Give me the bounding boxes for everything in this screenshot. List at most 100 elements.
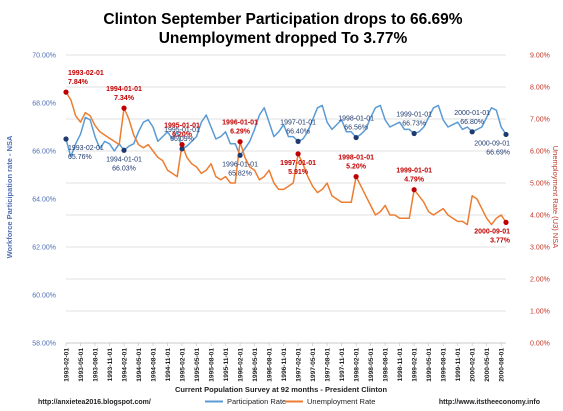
x-tick-label: 1999-11-01 (455, 348, 462, 382)
annotation-date-label: 1996-01-01 (222, 120, 258, 127)
x-tick-label: 1999-08-01 (440, 348, 447, 382)
annotation-value-label: 6.20% (172, 132, 193, 139)
x-tick-label: 1995-02-01 (179, 348, 186, 382)
x-tick-label: 1997-08-01 (324, 348, 331, 382)
data-marker (353, 174, 359, 180)
x-tick-label: 1993-02-01 (63, 348, 70, 382)
legend-label-unemployment-rate: Unemployment Rate (307, 397, 375, 406)
annotation-date-label: 2000-01-01 (454, 110, 490, 117)
x-tick-label: 1994-11-01 (165, 348, 172, 382)
x-tick-label: 1997-05-01 (310, 348, 317, 382)
annotation-value-label: 5.91% (288, 169, 309, 176)
annotation-value-label: 66.73% (402, 120, 426, 127)
annotation-date-label: 1999-01-01 (396, 168, 432, 175)
y-right-tick-label: 0.00% (530, 341, 550, 348)
annotation-date-label: 1993-02-01 (68, 145, 104, 152)
footer-left-url: http://anxietea2016.blogspot.com/ (38, 399, 151, 406)
annotation-value-label: 6.29% (230, 129, 251, 136)
data-marker (179, 146, 185, 152)
annotation-date-label: 1996-01-01 (222, 161, 258, 168)
y-axis-right-title: Unemployment Rate (U3) NSA (551, 146, 560, 249)
annotation-date-label: 2000-09-01 (474, 228, 510, 235)
x-tick-label: 1997-02-01 (295, 348, 302, 382)
x-tick-label: 1996-11-01 (281, 348, 288, 382)
legend: Participation Rate Unemployment Rate (205, 397, 375, 406)
x-tick-label: 1998-02-01 (353, 348, 360, 382)
x-axis-title: Current Population Survey at 92 months -… (175, 385, 388, 394)
annotation-value-label: 66.80% (460, 119, 484, 126)
annotation-date-label: 1997-01-01 (280, 119, 316, 126)
y-left-tick-label: 64.00% (32, 197, 56, 204)
annotation-value-label: 66.40% (286, 128, 310, 135)
data-marker (237, 139, 243, 145)
annotation-value-label: 66.09% (170, 136, 194, 143)
x-tick-label: 1996-02-01 (237, 348, 244, 382)
x-tick-label: 1996-05-01 (252, 348, 259, 382)
y-right-tick-label: 7.00% (530, 117, 550, 124)
x-tick-label: 1999-02-01 (411, 348, 418, 382)
y-left-tick-label: 66.00% (32, 149, 56, 156)
x-tick-label: 1999-05-01 (426, 348, 433, 382)
data-marker (411, 187, 417, 193)
y-right-tick-label: 2.00% (530, 277, 550, 284)
data-marker (411, 130, 417, 137)
x-tick-label: 1993-11-01 (107, 348, 114, 382)
x-tick-label: 1994-05-01 (136, 348, 143, 382)
data-marker (63, 89, 69, 95)
y-left-tick-label: 60.00% (32, 293, 56, 300)
annotation-value-label: 66.56% (344, 125, 368, 132)
annotation-value-label: 7.34% (114, 95, 135, 102)
x-tick-label: 2000-08-01 (498, 348, 505, 382)
series-lines (65, 91, 507, 226)
y-left-tick-label: 62.00% (32, 245, 56, 252)
y-left-tick-label: 68.00% (32, 101, 56, 108)
annotation-date-label: 1993-02-01 (68, 70, 104, 77)
series-line-participation-rate (65, 104, 507, 158)
data-marker (503, 219, 509, 225)
x-tick-label: 1995-08-01 (208, 348, 215, 382)
y-right-tick-label: 5.00% (530, 181, 550, 188)
annotation-date-label: 1998-01-01 (338, 155, 374, 162)
annotation-date-label: 1994-01-01 (106, 156, 142, 163)
y-left-tick-label: 58.00% (32, 341, 56, 348)
annotation-value-label: 7.84% (68, 79, 89, 86)
x-tick-label: 1998-08-01 (382, 348, 389, 382)
data-marker (179, 142, 185, 148)
annotation-date-label: 1994-01-01 (106, 86, 142, 93)
annotation-value-label: 66.69% (486, 149, 510, 156)
annotation-date-label: 1999-01-01 (396, 111, 432, 118)
annotation-value-label: 3.77% (490, 237, 511, 244)
chart-text: Clinton September Participation drops to… (5, 11, 560, 406)
data-marker (237, 152, 243, 158)
data-marker (353, 134, 359, 141)
y-right-tick-label: 9.00% (530, 53, 550, 60)
x-tick-label: 1995-05-01 (194, 348, 201, 382)
data-marker (469, 129, 475, 135)
data-marker (295, 151, 301, 157)
annotation-date-label: 1995-01-01 (164, 127, 200, 134)
annotation-value-label: 5.20% (346, 164, 367, 171)
x-tick-label: 1997-11-01 (339, 348, 346, 382)
y-right-tick-label: 1.00% (530, 309, 550, 316)
x-tick-label: 2000-05-01 (484, 348, 491, 382)
axes: 58.00% 60.00% 62.00% 64.00% 66.00% 68.00% 70.0… (32, 53, 550, 382)
annotation-date-label: 2000-09-01 (474, 140, 510, 147)
annotation-date-label: 1997-01-01 (280, 160, 316, 167)
x-tick-label: 1996-08-01 (266, 348, 273, 382)
chart-title-line-2: Unemployment dropped To 3.77% (159, 30, 408, 47)
legend-label-participation-rate: Participation Rate (227, 397, 286, 406)
x-tick-label: 1993-08-01 (92, 348, 99, 382)
y-axis-left-title: Workforce Participation rate - NSA (5, 135, 14, 258)
y-right-tick-label: 3.00% (530, 245, 550, 252)
x-tick-label: 1998-11-01 (397, 348, 404, 382)
x-tick-label: 1993-05-01 (78, 348, 85, 382)
x-tick-label: 1994-02-01 (121, 348, 128, 382)
annotation-date-label: 1998-01-01 (338, 116, 374, 123)
annotation-date-label: 1995-01-01 (164, 123, 200, 130)
x-tick-label: 1995-11-01 (223, 348, 230, 382)
y-left-tick-label: 70.00% (32, 53, 56, 60)
annotation-value-label: 65.82% (228, 170, 252, 177)
gridlines (66, 54, 506, 344)
